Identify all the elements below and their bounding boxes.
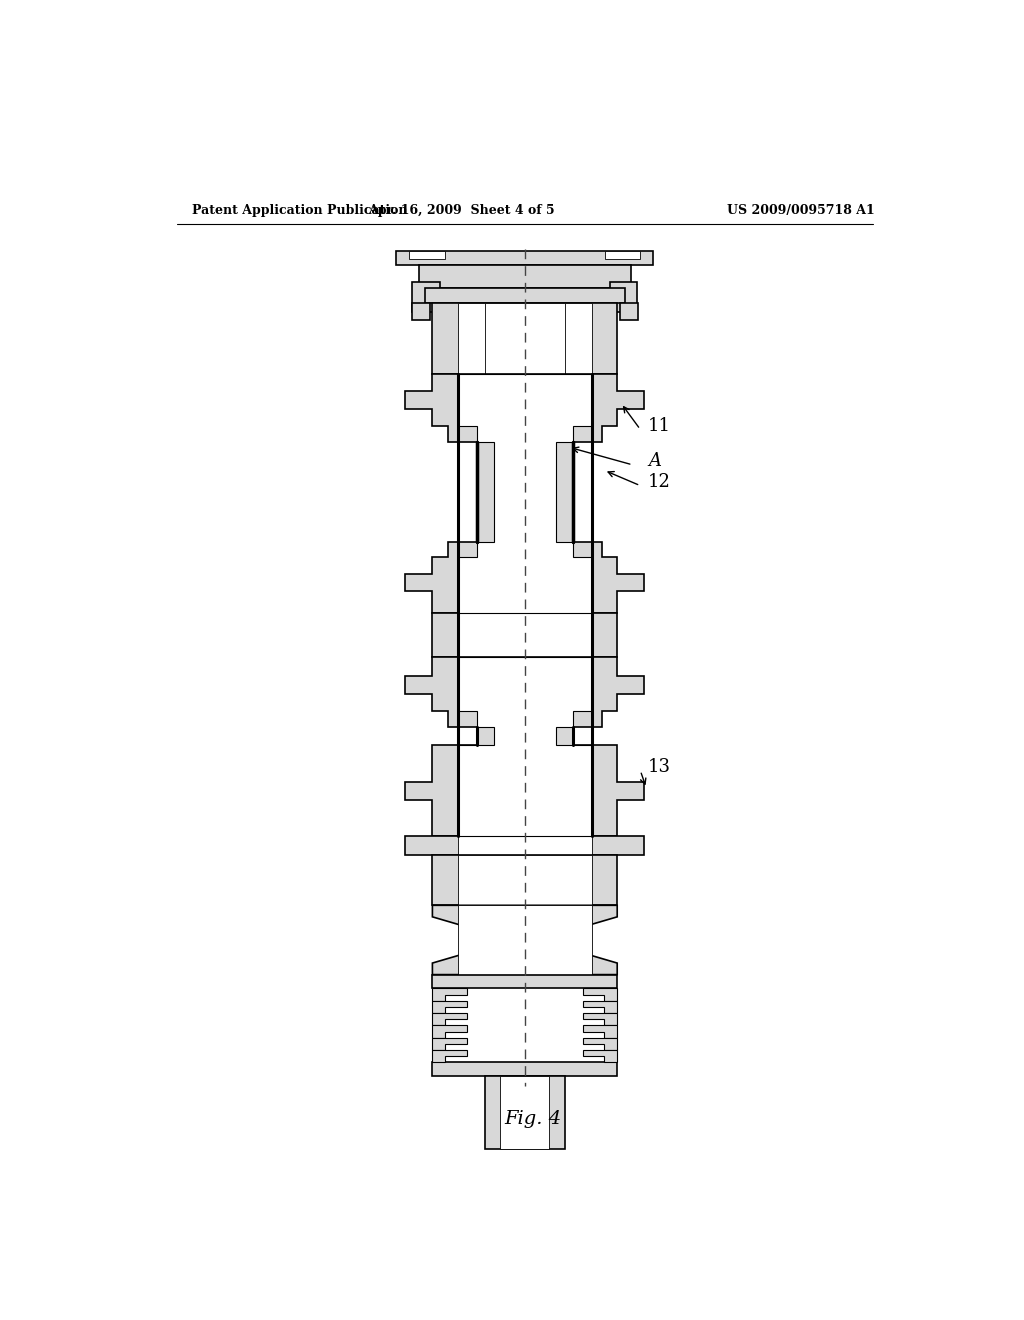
Polygon shape: [458, 657, 592, 836]
Bar: [432, 304, 617, 374]
Bar: [484, 304, 565, 374]
Bar: [500, 1076, 550, 1150]
Polygon shape: [432, 1051, 467, 1063]
Bar: [419, 264, 631, 288]
Polygon shape: [406, 374, 644, 612]
Polygon shape: [583, 1001, 617, 1014]
Bar: [432, 855, 617, 906]
Polygon shape: [583, 1051, 617, 1063]
Bar: [413, 281, 440, 313]
Bar: [609, 281, 637, 313]
Text: Patent Application Publication: Patent Application Publication: [193, 205, 408, 218]
Bar: [605, 251, 640, 259]
Polygon shape: [458, 374, 592, 612]
Text: 12: 12: [648, 473, 671, 491]
Bar: [620, 304, 638, 321]
Bar: [406, 836, 644, 855]
Bar: [412, 304, 430, 321]
Bar: [396, 251, 653, 264]
Bar: [484, 1076, 565, 1150]
Bar: [458, 836, 592, 855]
Bar: [458, 906, 592, 974]
Bar: [432, 974, 617, 989]
Polygon shape: [432, 1001, 467, 1014]
Text: Fig. 4: Fig. 4: [504, 1110, 561, 1129]
Polygon shape: [583, 1038, 617, 1051]
Text: 11: 11: [648, 417, 671, 436]
Text: Apr. 16, 2009  Sheet 4 of 5: Apr. 16, 2009 Sheet 4 of 5: [369, 205, 555, 218]
Polygon shape: [432, 989, 467, 1001]
Text: US 2009/0095718 A1: US 2009/0095718 A1: [727, 205, 874, 218]
Bar: [432, 1063, 617, 1076]
Polygon shape: [583, 989, 617, 1001]
Polygon shape: [432, 1038, 467, 1051]
Polygon shape: [406, 657, 644, 836]
Polygon shape: [432, 1026, 467, 1038]
Text: A: A: [648, 451, 662, 470]
Bar: [432, 612, 617, 657]
Bar: [410, 251, 444, 259]
Bar: [458, 304, 592, 374]
Polygon shape: [583, 1014, 617, 1026]
Bar: [458, 855, 592, 906]
Polygon shape: [432, 1014, 467, 1026]
Polygon shape: [432, 906, 617, 974]
Bar: [425, 288, 625, 304]
Text: 13: 13: [648, 758, 671, 776]
Polygon shape: [583, 1026, 617, 1038]
Bar: [458, 612, 592, 657]
